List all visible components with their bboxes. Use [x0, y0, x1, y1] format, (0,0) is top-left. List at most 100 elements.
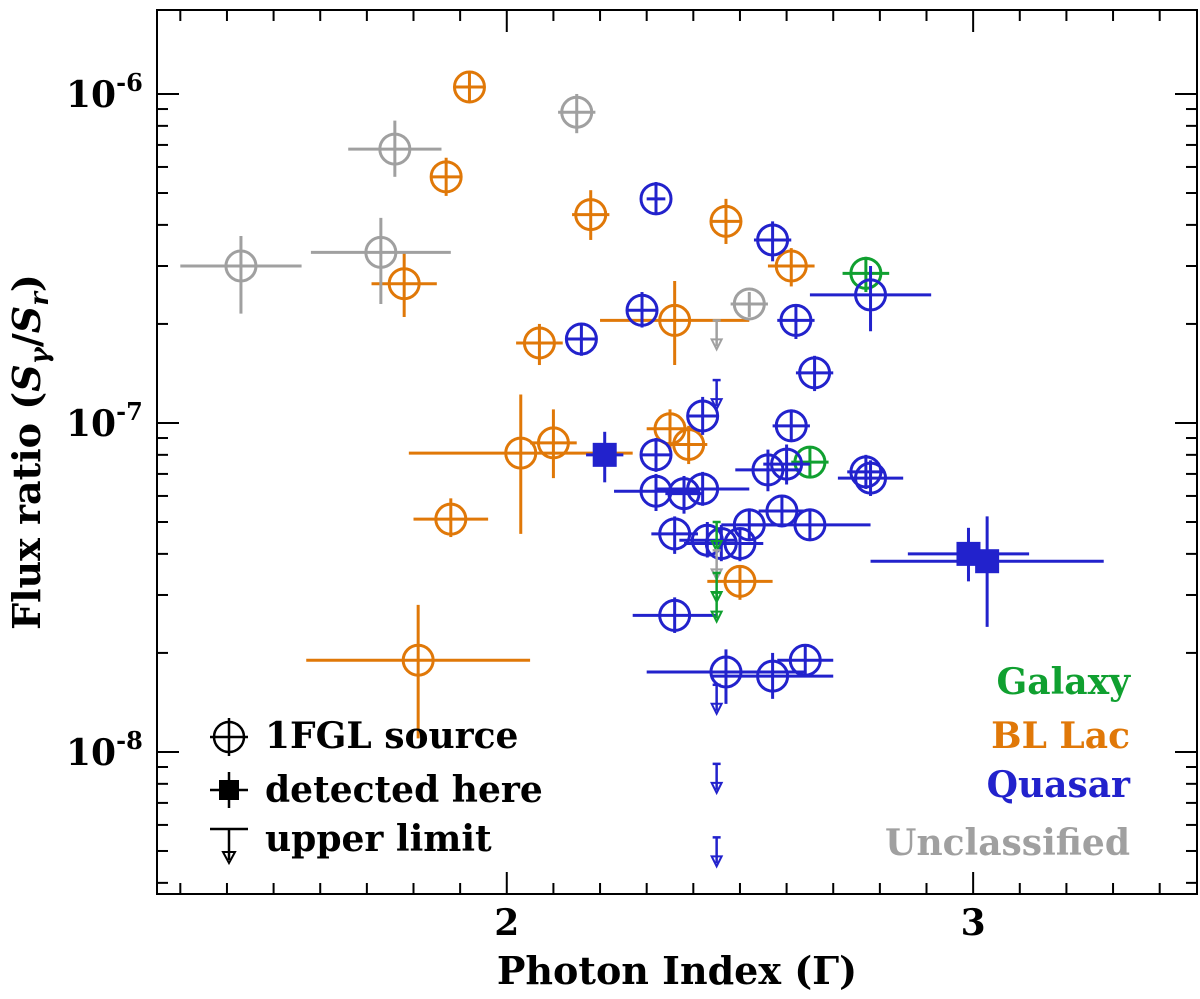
legend-quasar: Quasar: [987, 764, 1131, 806]
limit-arrowhead: [710, 781, 724, 796]
point-circle: [751, 453, 785, 487]
limit-arrowhead: [710, 568, 724, 582]
y-label-s1: S: [4, 364, 49, 391]
data-point: [767, 248, 815, 287]
point-circle: [849, 256, 883, 290]
upper-limit-arrow: [710, 762, 724, 796]
marker-legend: 1FGL source detected here upper limit: [210, 715, 543, 866]
upper-limit-arrow: [710, 378, 724, 412]
point-circle: [401, 643, 435, 677]
point-circle: [732, 287, 766, 321]
point-circle: [672, 428, 706, 462]
point-circle: [639, 474, 673, 508]
limit-arrowhead: [710, 539, 724, 554]
data-point: [530, 409, 577, 479]
tick-labels: 2 3 10-6 10-7 10-8: [66, 68, 986, 944]
point-circle: [387, 267, 421, 301]
point-circle: [774, 409, 808, 443]
data-point: [735, 449, 801, 492]
axis-ticks: [157, 10, 1197, 894]
legend-unclassified: Unclassified: [885, 822, 1130, 864]
point-circle: [504, 436, 538, 470]
limit-arrowhead: [710, 338, 724, 352]
legend-square-marker-icon: [210, 772, 248, 808]
y-label-sub1: γ: [25, 345, 55, 364]
point-circle: [658, 303, 692, 337]
series-galaxy: [791, 256, 890, 479]
data-point: [306, 604, 531, 739]
point-circle: [709, 204, 743, 238]
data-point: [639, 182, 673, 216]
point-circle: [364, 235, 398, 269]
data-point: [730, 287, 768, 321]
point-circle: [774, 249, 808, 283]
point-circle: [658, 598, 692, 632]
point-circle: [732, 508, 766, 542]
point-circle: [770, 447, 804, 481]
data-point: [716, 527, 764, 562]
y-tick-label: 10-6: [66, 68, 143, 116]
data-point: [665, 475, 703, 514]
y-tick-label: 10-7: [66, 397, 143, 445]
point-circle: [434, 502, 468, 536]
data-point: [709, 198, 743, 244]
data-point: [348, 120, 442, 177]
legend-circle-marker-icon: [210, 718, 248, 756]
y-label-close: ): [4, 274, 49, 292]
point-circle: [756, 659, 790, 693]
point-circle: [798, 356, 832, 390]
point-circle: [723, 527, 757, 561]
data-point: [558, 93, 596, 134]
x-tick-label: 2: [494, 902, 519, 944]
point-circle: [639, 438, 673, 472]
point-circle: [560, 95, 594, 129]
data-point: [310, 217, 451, 304]
point-circle: [793, 445, 827, 479]
data-point: [371, 252, 437, 317]
series-detected-here: [586, 431, 1104, 627]
point-circle: [378, 132, 412, 166]
y-label-sub2: r: [25, 290, 55, 306]
data-point: [847, 454, 885, 489]
point-circle: [625, 293, 659, 327]
data-point: [758, 494, 806, 528]
data-point: [795, 355, 834, 392]
point-circle: [564, 322, 598, 356]
series-quasar: [564, 182, 932, 704]
point-circle: [429, 160, 463, 194]
data-point: [600, 281, 750, 366]
detected-square: [592, 442, 617, 467]
data-point: [842, 256, 890, 293]
data-point: [721, 508, 778, 542]
point-circle: [686, 472, 720, 506]
detected-square: [975, 549, 1000, 574]
point-circle: [686, 399, 720, 433]
data-point: [753, 221, 792, 262]
detected-point: [870, 516, 1104, 627]
limit-arrowhead: [710, 398, 724, 412]
data-point: [639, 438, 673, 472]
class-legend: Galaxy BL Lac Quasar Unclassified: [885, 661, 1131, 864]
data-point: [809, 265, 932, 332]
legend-detected-here: detected here: [265, 769, 543, 811]
data-point: [763, 444, 810, 485]
point-circle: [854, 461, 888, 495]
point-circle: [639, 182, 673, 216]
data-point: [625, 292, 659, 328]
data-point: [772, 409, 810, 443]
data-marks: [180, 70, 1104, 869]
data-point: [656, 471, 750, 506]
series-unclassified: [180, 93, 768, 321]
point-circle: [224, 249, 258, 283]
series-upper-limits: [710, 319, 724, 869]
legend-upper-limit-icon: [210, 827, 248, 866]
limit-arrowhead: [710, 702, 724, 717]
data-point: [791, 445, 829, 479]
legend-1fgl-source: 1FGL source: [265, 715, 518, 757]
point-circle: [452, 70, 486, 104]
x-axis-label: Photon Index (Γ): [497, 948, 857, 993]
y-label-s2: S: [4, 306, 49, 333]
upper-limit-arrow: [710, 683, 724, 717]
data-point: [572, 190, 610, 240]
